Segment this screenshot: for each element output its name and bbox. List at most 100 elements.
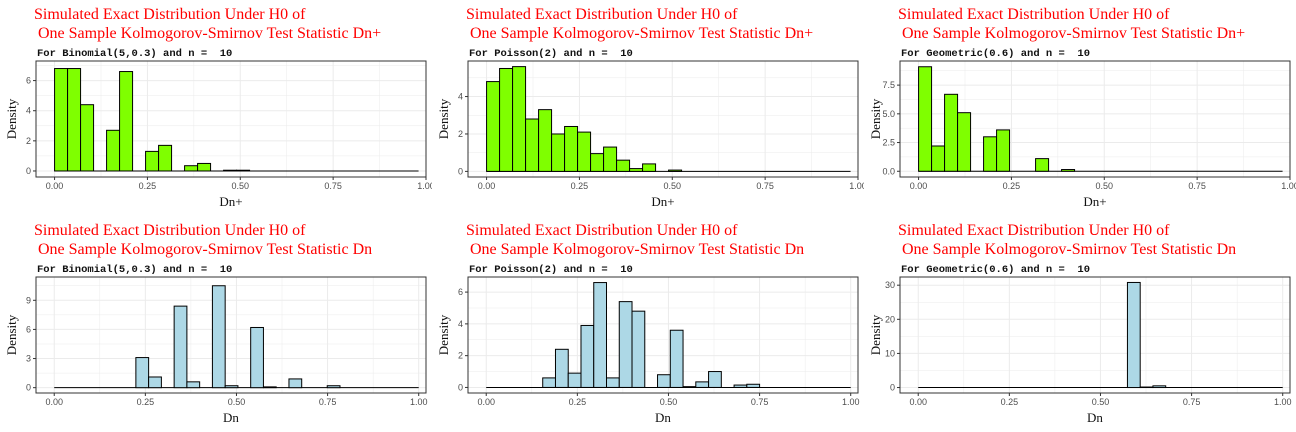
histogram-bar	[250, 326, 264, 389]
plot-border	[899, 276, 1291, 394]
histogram-bar	[236, 169, 251, 172]
histogram-bar	[67, 68, 82, 172]
histogram-bar	[733, 384, 748, 388]
gridlines	[468, 277, 858, 393]
histogram-bar	[577, 131, 592, 172]
histogram-bar	[148, 376, 162, 389]
x-tick-label: 1.00	[1281, 181, 1296, 191]
histogram-bar	[1061, 169, 1076, 172]
y-axis-label: Density	[4, 98, 19, 139]
plot-border	[467, 60, 859, 178]
histogram-bar	[184, 165, 199, 172]
chart-subtitle: For Geometric(0.6) and n = 10	[901, 48, 1090, 60]
y-tick-label: 4	[458, 319, 463, 329]
chart-title-line-2: One Sample Kolmogorov-Smirnov Test Stati…	[466, 25, 813, 42]
y-axis-label: Density	[4, 314, 19, 355]
y-tick-label: 2	[458, 129, 463, 139]
chart-title: Simulated Exact Distribution Under H0 of	[34, 222, 306, 239]
gridlines	[36, 277, 426, 393]
x-tick-label: 0.75	[319, 397, 337, 407]
histogram-panel: Simulated Exact Distribution Under H0 of…	[0, 216, 432, 432]
y-tick-label: 30	[885, 280, 895, 290]
y-tick-label: 4	[458, 92, 463, 102]
x-tick-label: 0.75	[751, 397, 769, 407]
x-tick-label: 0.25	[139, 181, 157, 191]
x-tick-label: 0.50	[660, 397, 678, 407]
histogram-bars	[1126, 281, 1167, 389]
chart-title-line-2: One Sample Kolmogorov-Smirnov Test Stati…	[34, 241, 372, 258]
chart-title-line-2: One Sample Kolmogorov-Smirnov Test Stati…	[898, 25, 1245, 42]
x-tick-label: 0.25	[1001, 397, 1019, 407]
gridlines	[900, 277, 1290, 393]
histogram-bar	[567, 372, 582, 388]
histogram-bar	[486, 81, 501, 172]
x-tick-label: 0.25	[1003, 181, 1021, 191]
histogram-bar	[224, 385, 239, 389]
histogram-bar	[158, 144, 173, 172]
histogram-bar	[173, 305, 188, 389]
histogram-panel: Simulated Exact Distribution Under H0 of…	[0, 0, 432, 216]
x-axis-label: Dn	[223, 410, 239, 425]
y-tick-label: 3	[26, 354, 31, 364]
histogram-bar	[538, 109, 553, 172]
histogram-bar	[499, 67, 514, 172]
histogram-bar	[551, 133, 566, 172]
histogram-bar	[931, 145, 946, 172]
x-axis-label: Dn	[1087, 410, 1103, 425]
y-tick-label: 2.5	[882, 138, 895, 148]
y-tick-label: 0	[458, 382, 463, 392]
chart-subtitle: For Poisson(2) and n = 10	[469, 264, 633, 276]
histogram-bar	[512, 66, 527, 172]
histogram-bar	[106, 129, 121, 172]
histogram-svg: Simulated Exact Distribution Under H0 of…	[4, 222, 427, 425]
y-tick-label: 0.0	[882, 166, 895, 176]
histogram-bar	[944, 93, 959, 172]
x-axis-label: Dn+	[1083, 194, 1106, 209]
plot-border	[467, 276, 859, 394]
histogram-bar	[542, 377, 556, 388]
y-tick-label: 10	[885, 348, 895, 358]
histogram-svg: Simulated Exact Distribution Under H0 of…	[436, 6, 864, 209]
chart-title: Simulated Exact Distribution Under H0 of	[898, 6, 1170, 23]
histogram-bar	[631, 310, 646, 388]
chart-subtitle: For Binomial(5,0.3) and n = 10	[37, 48, 232, 60]
histogram-bar	[1152, 385, 1167, 389]
chart-title: Simulated Exact Distribution Under H0 of	[898, 222, 1170, 239]
x-tick-label: 1.00	[1274, 397, 1292, 407]
histogram-bar	[197, 162, 212, 172]
histogram-panel: Simulated Exact Distribution Under H0 of…	[864, 0, 1296, 216]
histogram-panel: Simulated Exact Distribution Under H0 of…	[864, 216, 1296, 432]
histogram-bar	[996, 129, 1011, 172]
x-tick-label: 1.00	[842, 397, 860, 407]
histogram-bars	[918, 66, 1076, 172]
histogram-bar	[918, 66, 933, 172]
x-tick-label: 0.00	[478, 181, 496, 191]
histogram-bar	[957, 112, 972, 172]
histogram-bar	[223, 169, 238, 172]
histogram-bar	[657, 374, 671, 388]
chart-title-line-2: One Sample Kolmogorov-Smirnov Test Stati…	[34, 25, 381, 42]
x-tick-label: 0.50	[232, 181, 250, 191]
chart-title: Simulated Exact Distribution Under H0 of	[34, 6, 306, 23]
x-tick-label: 1.00	[417, 181, 432, 191]
y-tick-label: 20	[885, 314, 895, 324]
histogram-bar	[983, 136, 998, 172]
histogram-bars	[54, 68, 251, 172]
histogram-bar	[145, 150, 160, 172]
histogram-bar	[618, 301, 633, 388]
y-tick-label: 4	[26, 106, 31, 116]
x-axis-label: Dn+	[651, 194, 674, 209]
histogram-bar	[669, 329, 684, 388]
y-tick-label: 2	[458, 351, 463, 361]
plot-border	[35, 276, 427, 394]
x-tick-label: 0.75	[1188, 181, 1206, 191]
y-axis-label: Density	[868, 314, 883, 355]
histogram-bar	[554, 348, 569, 388]
y-tick-label: 0	[26, 383, 31, 393]
plot-border	[35, 60, 427, 178]
chart-subtitle: For Poisson(2) and n = 10	[469, 48, 633, 60]
histogram-bar	[525, 118, 540, 172]
chart-subtitle: For Geometric(0.6) and n = 10	[901, 264, 1090, 276]
y-tick-label: 0	[890, 383, 895, 393]
y-tick-label: 6	[26, 76, 31, 86]
